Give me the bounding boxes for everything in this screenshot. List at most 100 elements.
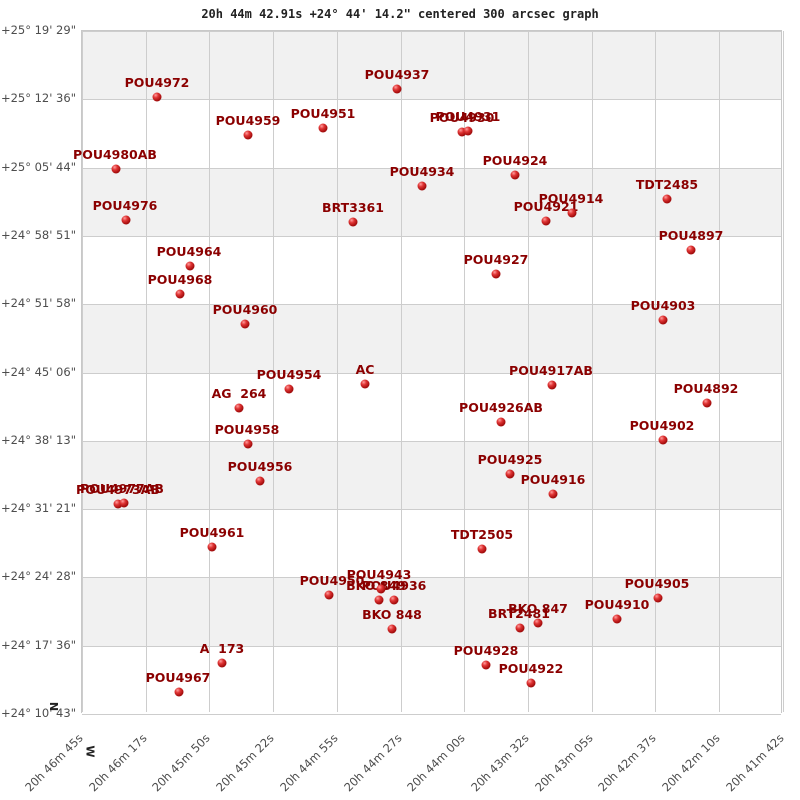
star-point	[541, 216, 551, 226]
star-name-label: POU4973AB	[76, 482, 160, 497]
star-point	[417, 181, 427, 191]
star-point	[234, 403, 244, 413]
y-tick-label: +25° 19' 29"	[0, 23, 76, 37]
star-name-label: POU4926AB	[459, 400, 543, 415]
y-tick-label: +24° 31' 21"	[0, 501, 76, 515]
star-name-label: POU4897	[658, 228, 724, 243]
grid-line-horizontal	[82, 646, 781, 647]
star-point	[505, 469, 515, 479]
chart-title: 20h 44m 42.91s +24° 44' 14.2" centered 3…	[201, 7, 599, 21]
star-name-label: POU4936	[361, 578, 427, 593]
grid-line-horizontal	[82, 441, 781, 442]
star-name-label: POU4950	[299, 573, 365, 588]
star-point	[496, 417, 506, 427]
star-point	[243, 130, 253, 140]
grid-line-vertical	[655, 31, 656, 712]
grid-line-vertical	[719, 31, 720, 712]
declination-band	[82, 577, 781, 646]
star-point	[658, 435, 668, 445]
grid-line-vertical	[464, 31, 465, 712]
star-point	[255, 476, 265, 486]
star-name-label: POU4910	[584, 597, 650, 612]
star-point	[686, 245, 696, 255]
grid-line-horizontal	[82, 99, 781, 100]
direction-marker-w: W	[83, 745, 97, 758]
star-point	[477, 544, 487, 554]
star-name-label: POU4934	[389, 164, 455, 179]
declination-band	[82, 373, 781, 441]
star-name-label: BKO 849	[346, 578, 406, 593]
star-point	[360, 379, 370, 389]
declination-band	[82, 236, 781, 304]
grid-line-vertical	[528, 31, 529, 712]
star-name-label: POU4976	[92, 198, 158, 213]
star-point	[491, 269, 501, 279]
star-point	[243, 439, 253, 449]
x-tick-label: 20h 41m 42s	[627, 731, 786, 794]
declination-band	[82, 31, 781, 99]
star-name-label: POU4902	[629, 418, 695, 433]
star-name-label: POU4980AB	[73, 147, 157, 162]
declination-band	[82, 441, 781, 509]
grid-line-horizontal	[82, 373, 781, 374]
grid-line-horizontal	[82, 509, 781, 510]
star-name-label: POU4924	[482, 153, 548, 168]
star-name-label: POU4905	[624, 576, 690, 591]
star-point	[217, 658, 227, 668]
grid-line-horizontal	[82, 577, 781, 578]
star-name-label: POU4928	[453, 643, 519, 658]
star-name-label: POU4956	[227, 459, 293, 474]
grid-line-vertical	[209, 31, 210, 712]
grid-line-vertical	[146, 31, 147, 712]
star-point	[318, 123, 328, 133]
star-point	[121, 215, 131, 225]
star-point	[207, 542, 217, 552]
star-point	[348, 217, 358, 227]
star-point	[374, 595, 384, 605]
star-name-label: POU4927	[463, 252, 529, 267]
star-name-label: POU4921	[513, 199, 579, 214]
star-name-label: BRT3361	[322, 200, 384, 215]
y-tick-label: +25° 12' 36"	[0, 91, 76, 105]
grid-line-vertical	[273, 31, 274, 712]
declination-band	[82, 304, 781, 373]
declination-band	[82, 99, 781, 168]
star-name-label: POU4931	[435, 109, 501, 124]
star-point	[510, 170, 520, 180]
star-point	[457, 127, 467, 137]
star-name-label: BKO 847	[508, 601, 568, 616]
star-point	[662, 194, 672, 204]
grid-line-horizontal	[82, 714, 781, 715]
y-tick-label: +24° 38' 13"	[0, 433, 76, 447]
star-name-label: POU4930	[429, 110, 495, 125]
star-point	[515, 623, 525, 633]
y-tick-label: +24° 24' 28"	[0, 569, 76, 583]
star-name-label: POU4954	[256, 367, 322, 382]
star-name-label: POU4903	[630, 298, 696, 313]
star-point	[548, 489, 558, 499]
star-point	[284, 384, 294, 394]
star-name-label: BRT2481	[488, 606, 550, 621]
star-name-label: POU4961	[179, 525, 245, 540]
star-point	[612, 614, 622, 624]
star-name-label: POU4951	[290, 106, 356, 121]
grid-line-horizontal	[82, 236, 781, 237]
star-point	[113, 499, 123, 509]
star-name-label: POU4972	[124, 75, 190, 90]
y-tick-label: +24° 58' 51"	[0, 228, 76, 242]
star-name-label: TDT2505	[450, 527, 514, 542]
star-name-label: AG 264	[211, 386, 267, 401]
star-point	[324, 590, 334, 600]
star-name-label: POU4959	[215, 113, 281, 128]
star-name-label: POU4922	[498, 661, 564, 676]
star-point	[185, 261, 195, 271]
grid-line-vertical	[783, 31, 784, 712]
star-point	[389, 595, 399, 605]
star-name-label: POU4968	[147, 272, 213, 287]
grid-line-horizontal	[82, 168, 781, 169]
star-name-label: POU4917AB	[509, 363, 593, 378]
star-name-label: POU4892	[673, 381, 739, 396]
star-point	[533, 618, 543, 628]
y-tick-label: +24° 17' 36"	[0, 638, 76, 652]
